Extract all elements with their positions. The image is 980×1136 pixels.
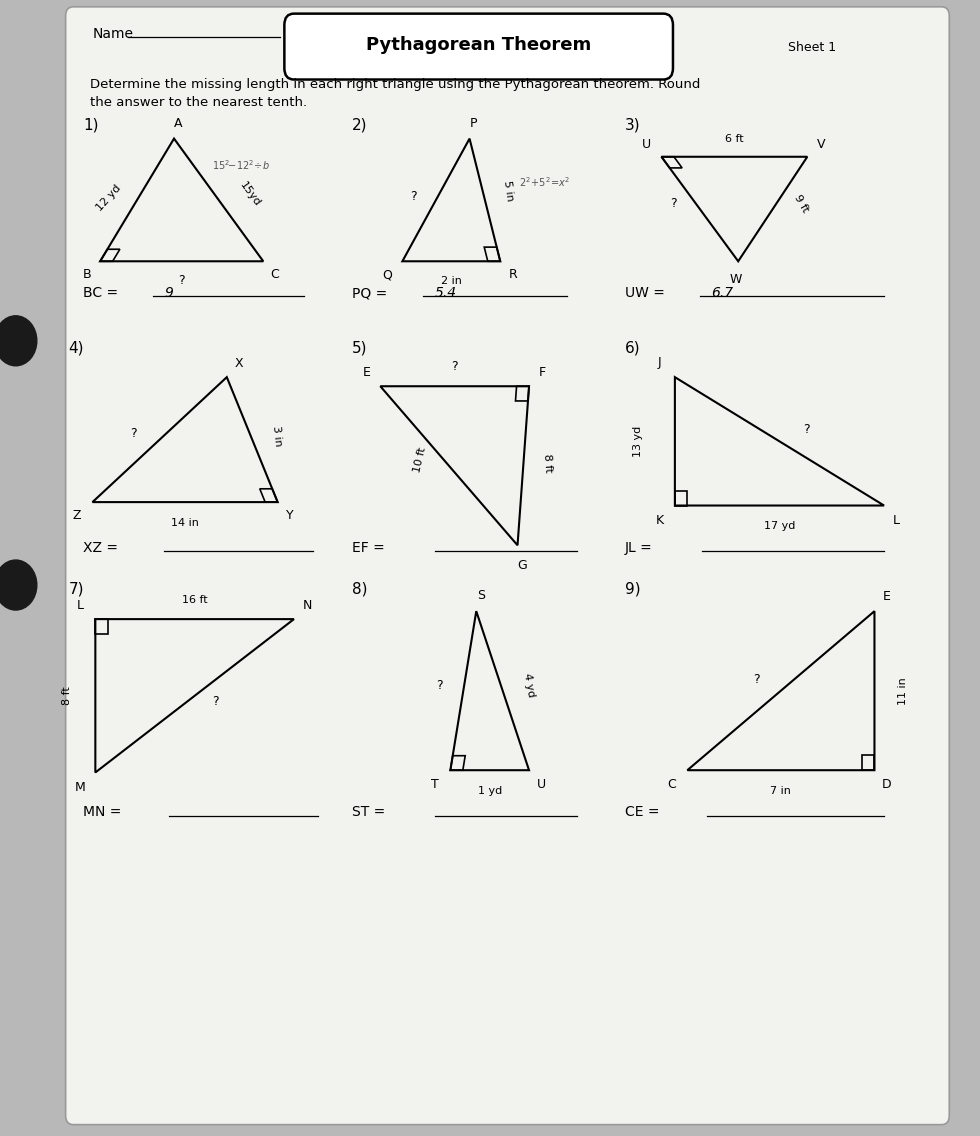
Text: ?: ? <box>178 274 185 287</box>
Text: CE =: CE = <box>625 805 660 819</box>
Text: 13 yd: 13 yd <box>633 426 644 457</box>
Text: MN =: MN = <box>83 805 122 819</box>
Text: Z: Z <box>73 509 81 523</box>
Text: JL =: JL = <box>625 541 653 554</box>
Text: 4 yd: 4 yd <box>522 673 537 698</box>
Text: ?: ? <box>411 190 417 203</box>
Text: R: R <box>509 268 517 282</box>
Text: 12 yd: 12 yd <box>94 183 122 212</box>
Text: UW =: UW = <box>625 286 664 300</box>
Circle shape <box>0 560 37 610</box>
Text: F: F <box>539 366 546 379</box>
Text: ?: ? <box>754 673 760 686</box>
Circle shape <box>0 316 37 366</box>
Text: 9: 9 <box>165 286 173 300</box>
Text: 2 in: 2 in <box>441 276 462 285</box>
Text: U: U <box>642 137 651 151</box>
Text: S: S <box>477 588 485 602</box>
Text: 10 ft: 10 ft <box>413 446 428 474</box>
Text: 14 in: 14 in <box>172 518 199 527</box>
Text: EF =: EF = <box>352 541 384 554</box>
Text: 7): 7) <box>69 582 84 596</box>
Text: 5.4: 5.4 <box>435 286 457 300</box>
Text: 6): 6) <box>625 341 641 356</box>
Text: K: K <box>656 513 663 527</box>
Text: C: C <box>667 778 676 792</box>
Text: ?: ? <box>130 427 137 441</box>
Text: 16 ft: 16 ft <box>182 595 208 604</box>
Text: 15yd: 15yd <box>238 181 263 208</box>
Text: 7 in: 7 in <box>770 786 791 795</box>
Text: 17 yd: 17 yd <box>763 521 795 531</box>
Text: ?: ? <box>436 678 443 692</box>
FancyBboxPatch shape <box>284 14 673 80</box>
Text: XZ =: XZ = <box>83 541 118 554</box>
Text: 8 ft: 8 ft <box>542 453 553 474</box>
Text: U: U <box>537 778 546 792</box>
Text: M: M <box>74 780 85 794</box>
Text: B: B <box>82 268 91 282</box>
Text: 9): 9) <box>625 582 641 596</box>
Text: T: T <box>431 778 439 792</box>
Text: W: W <box>729 273 742 286</box>
Text: Sheet 1: Sheet 1 <box>788 41 836 55</box>
Text: 3 in: 3 in <box>271 425 283 448</box>
Text: BC =: BC = <box>83 286 118 300</box>
Text: C: C <box>270 268 279 282</box>
Text: L: L <box>893 513 900 527</box>
FancyBboxPatch shape <box>66 7 950 1125</box>
Text: A: A <box>173 117 182 131</box>
Text: N: N <box>303 599 312 612</box>
Text: Name: Name <box>92 27 133 41</box>
Text: 3): 3) <box>625 117 641 132</box>
Text: 2): 2) <box>352 117 368 132</box>
Text: 6.7: 6.7 <box>711 286 733 300</box>
Text: 8): 8) <box>352 582 368 596</box>
Text: 5 in: 5 in <box>502 179 514 202</box>
Text: $2^2\!+\!5^2\!=\!x^2$: $2^2\!+\!5^2\!=\!x^2$ <box>519 175 570 189</box>
Text: E: E <box>883 590 891 603</box>
Text: P: P <box>469 117 477 131</box>
Text: G: G <box>517 559 527 573</box>
Text: ?: ? <box>452 360 458 374</box>
Text: 8 ft: 8 ft <box>62 686 72 705</box>
Text: Determine the missing length in each right triangle using the Pythagorean theore: Determine the missing length in each rig… <box>89 77 700 91</box>
Text: ST =: ST = <box>352 805 385 819</box>
Text: 5): 5) <box>352 341 368 356</box>
Text: 11 in: 11 in <box>899 677 908 704</box>
Text: ?: ? <box>213 695 220 708</box>
Text: D: D <box>882 778 892 792</box>
Text: ?: ? <box>669 197 676 210</box>
Text: Q: Q <box>382 268 392 282</box>
Text: Pythagorean Theorem: Pythagorean Theorem <box>366 36 591 55</box>
Text: 1 yd: 1 yd <box>477 786 502 795</box>
Text: PQ =: PQ = <box>352 286 387 300</box>
Text: L: L <box>76 599 83 612</box>
Text: J: J <box>658 356 662 369</box>
Text: ?: ? <box>803 424 809 436</box>
Text: $15^2\!\!-\!12^2\!\div\! b$: $15^2\!\!-\!12^2\!\div\! b$ <box>213 158 270 172</box>
Text: the answer to the nearest tenth.: the answer to the nearest tenth. <box>89 95 307 109</box>
Text: E: E <box>363 366 370 379</box>
Text: X: X <box>235 357 244 370</box>
Text: Y: Y <box>286 509 294 523</box>
Text: 6 ft: 6 ft <box>725 134 744 143</box>
Text: V: V <box>816 137 825 151</box>
Text: 9 ft: 9 ft <box>793 193 810 214</box>
Text: 1): 1) <box>83 117 98 132</box>
Text: 4): 4) <box>69 341 84 356</box>
